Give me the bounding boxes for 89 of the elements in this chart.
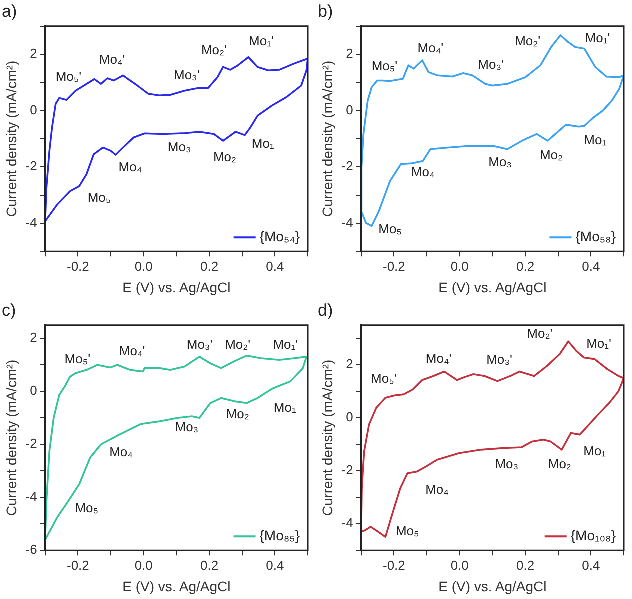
annotation: Mo₄: [110, 444, 133, 460]
annotation: Mo₂: [540, 148, 564, 163]
annotation: Mo₂: [226, 406, 250, 422]
x-tick-label: 0.0: [450, 558, 469, 573]
annotation: Mo₃': [486, 352, 512, 367]
x-axis-title: E (V) vs. Ag/AgCl: [122, 279, 231, 296]
y-tick-label: 2: [346, 356, 354, 372]
x-axis-title: E (V) vs. Ag/AgCl: [438, 578, 547, 594]
annotation: Mo₁': [273, 336, 298, 352]
chart-title: c): [2, 300, 16, 320]
legend-label: {Mo₅₈}: [576, 228, 616, 244]
annotation: Mo₃': [174, 67, 200, 82]
annotation: Mo₄': [418, 40, 444, 56]
x-tick-label: 0.2: [516, 258, 535, 274]
y-tick-label: -4: [26, 215, 38, 230]
annotation: Mo₅: [88, 190, 112, 205]
x-tick-label: 0.4: [582, 258, 600, 274]
annotation: Mo₃: [495, 456, 519, 472]
x-tick-label: -0.2: [66, 558, 90, 573]
annotation: Mo₁': [585, 30, 610, 46]
x-tick-label: 0.4: [266, 558, 284, 573]
x-tick-label: 0.4: [582, 558, 600, 573]
y-tick-label: -2: [342, 158, 354, 174]
annotation: Mo₂': [527, 326, 553, 341]
annotation: Mo₃': [478, 57, 504, 72]
annotation: Mo₁: [584, 443, 607, 458]
y-axis-title: Current density (mA/cm²): [319, 360, 336, 516]
annotation: Mo₁: [252, 136, 275, 151]
annotation: Mo₄: [426, 482, 449, 497]
annotation: Mo₅: [378, 222, 402, 237]
annotation: Mo₄': [119, 344, 146, 359]
annotation: Mo₂: [213, 149, 237, 164]
x-tick-label: 0.0: [134, 558, 153, 573]
y-axis-title: Current density (mA/cm²): [3, 360, 20, 516]
x-tick-label: 0.2: [200, 258, 219, 274]
annotation: Mo₅': [371, 371, 397, 386]
x-tick-label: -0.2: [382, 258, 406, 274]
annotation: Mo₃: [168, 139, 192, 154]
annotation: Mo₄': [426, 350, 452, 366]
annotation: Mo₅': [372, 58, 398, 74]
x-axis-title: E (V) vs. Ag/AgCl: [122, 578, 231, 594]
annotation: Mo₅: [396, 524, 420, 539]
chart-title: b): [318, 2, 334, 21]
legend-label: {Mo₅₄}: [260, 228, 300, 244]
annotation: Mo₂': [515, 34, 541, 49]
y-tick-label: -2: [342, 462, 354, 478]
annotation: Mo₂': [225, 336, 251, 352]
y-tick-label: 2: [346, 46, 354, 62]
annotation: Mo₁: [274, 400, 297, 415]
annotation: Mo₁': [586, 336, 612, 352]
y-tick-label: -4: [342, 516, 354, 531]
annotation: Mo₄': [99, 52, 126, 67]
y-tick-label: 0: [346, 410, 354, 425]
legend-label: {Mo₈₅}: [260, 527, 300, 544]
y-tick-label: 0: [30, 102, 38, 118]
annotation: Mo₁': [249, 34, 274, 49]
y-tick-label: 2: [30, 46, 38, 62]
y-tick-label: -6: [26, 542, 38, 558]
chart-title: a): [2, 2, 18, 21]
annotation: Mo₂: [548, 456, 572, 472]
annotation: Mo₃: [488, 154, 512, 170]
annotation: Mo₅': [56, 68, 82, 84]
annotation: Mo₃': [186, 336, 213, 352]
annotation: Mo₁: [584, 132, 608, 148]
x-tick-label: 0.2: [516, 558, 535, 573]
x-tick-label: 0.4: [266, 258, 284, 274]
annotation: Mo₃: [175, 420, 199, 435]
y-axis-title: Current density (mA/cm²): [319, 60, 336, 218]
y-tick-label: -4: [342, 215, 354, 230]
y-tick-label: 0: [346, 102, 354, 118]
legend-label: {Mo₁₀₈}: [570, 527, 616, 544]
y-tick-label: -4: [26, 489, 38, 504]
x-tick-label: 0.0: [134, 258, 153, 274]
y-tick-label: -2: [26, 158, 38, 174]
x-tick-label: 0.0: [450, 258, 469, 274]
annotation: Mo₄: [118, 159, 142, 174]
x-tick-label: -0.2: [382, 558, 406, 573]
y-tick-label: 0: [30, 383, 38, 398]
chart-title: d): [318, 300, 334, 320]
x-tick-label: 0.2: [200, 558, 219, 573]
y-tick-label: 2: [30, 330, 38, 346]
x-tick-label: -0.2: [66, 258, 90, 274]
x-axis-title: E (V) vs. Ag/AgCl: [438, 279, 547, 296]
y-tick-label: -2: [26, 436, 38, 452]
annotation: Mo₄: [411, 164, 435, 180]
annotation: Mo₅: [75, 500, 99, 516]
annotation: Mo₂': [201, 42, 228, 58]
y-axis-title: Current density (mA/cm²): [3, 60, 20, 218]
annotation: Mo₅': [64, 352, 91, 367]
